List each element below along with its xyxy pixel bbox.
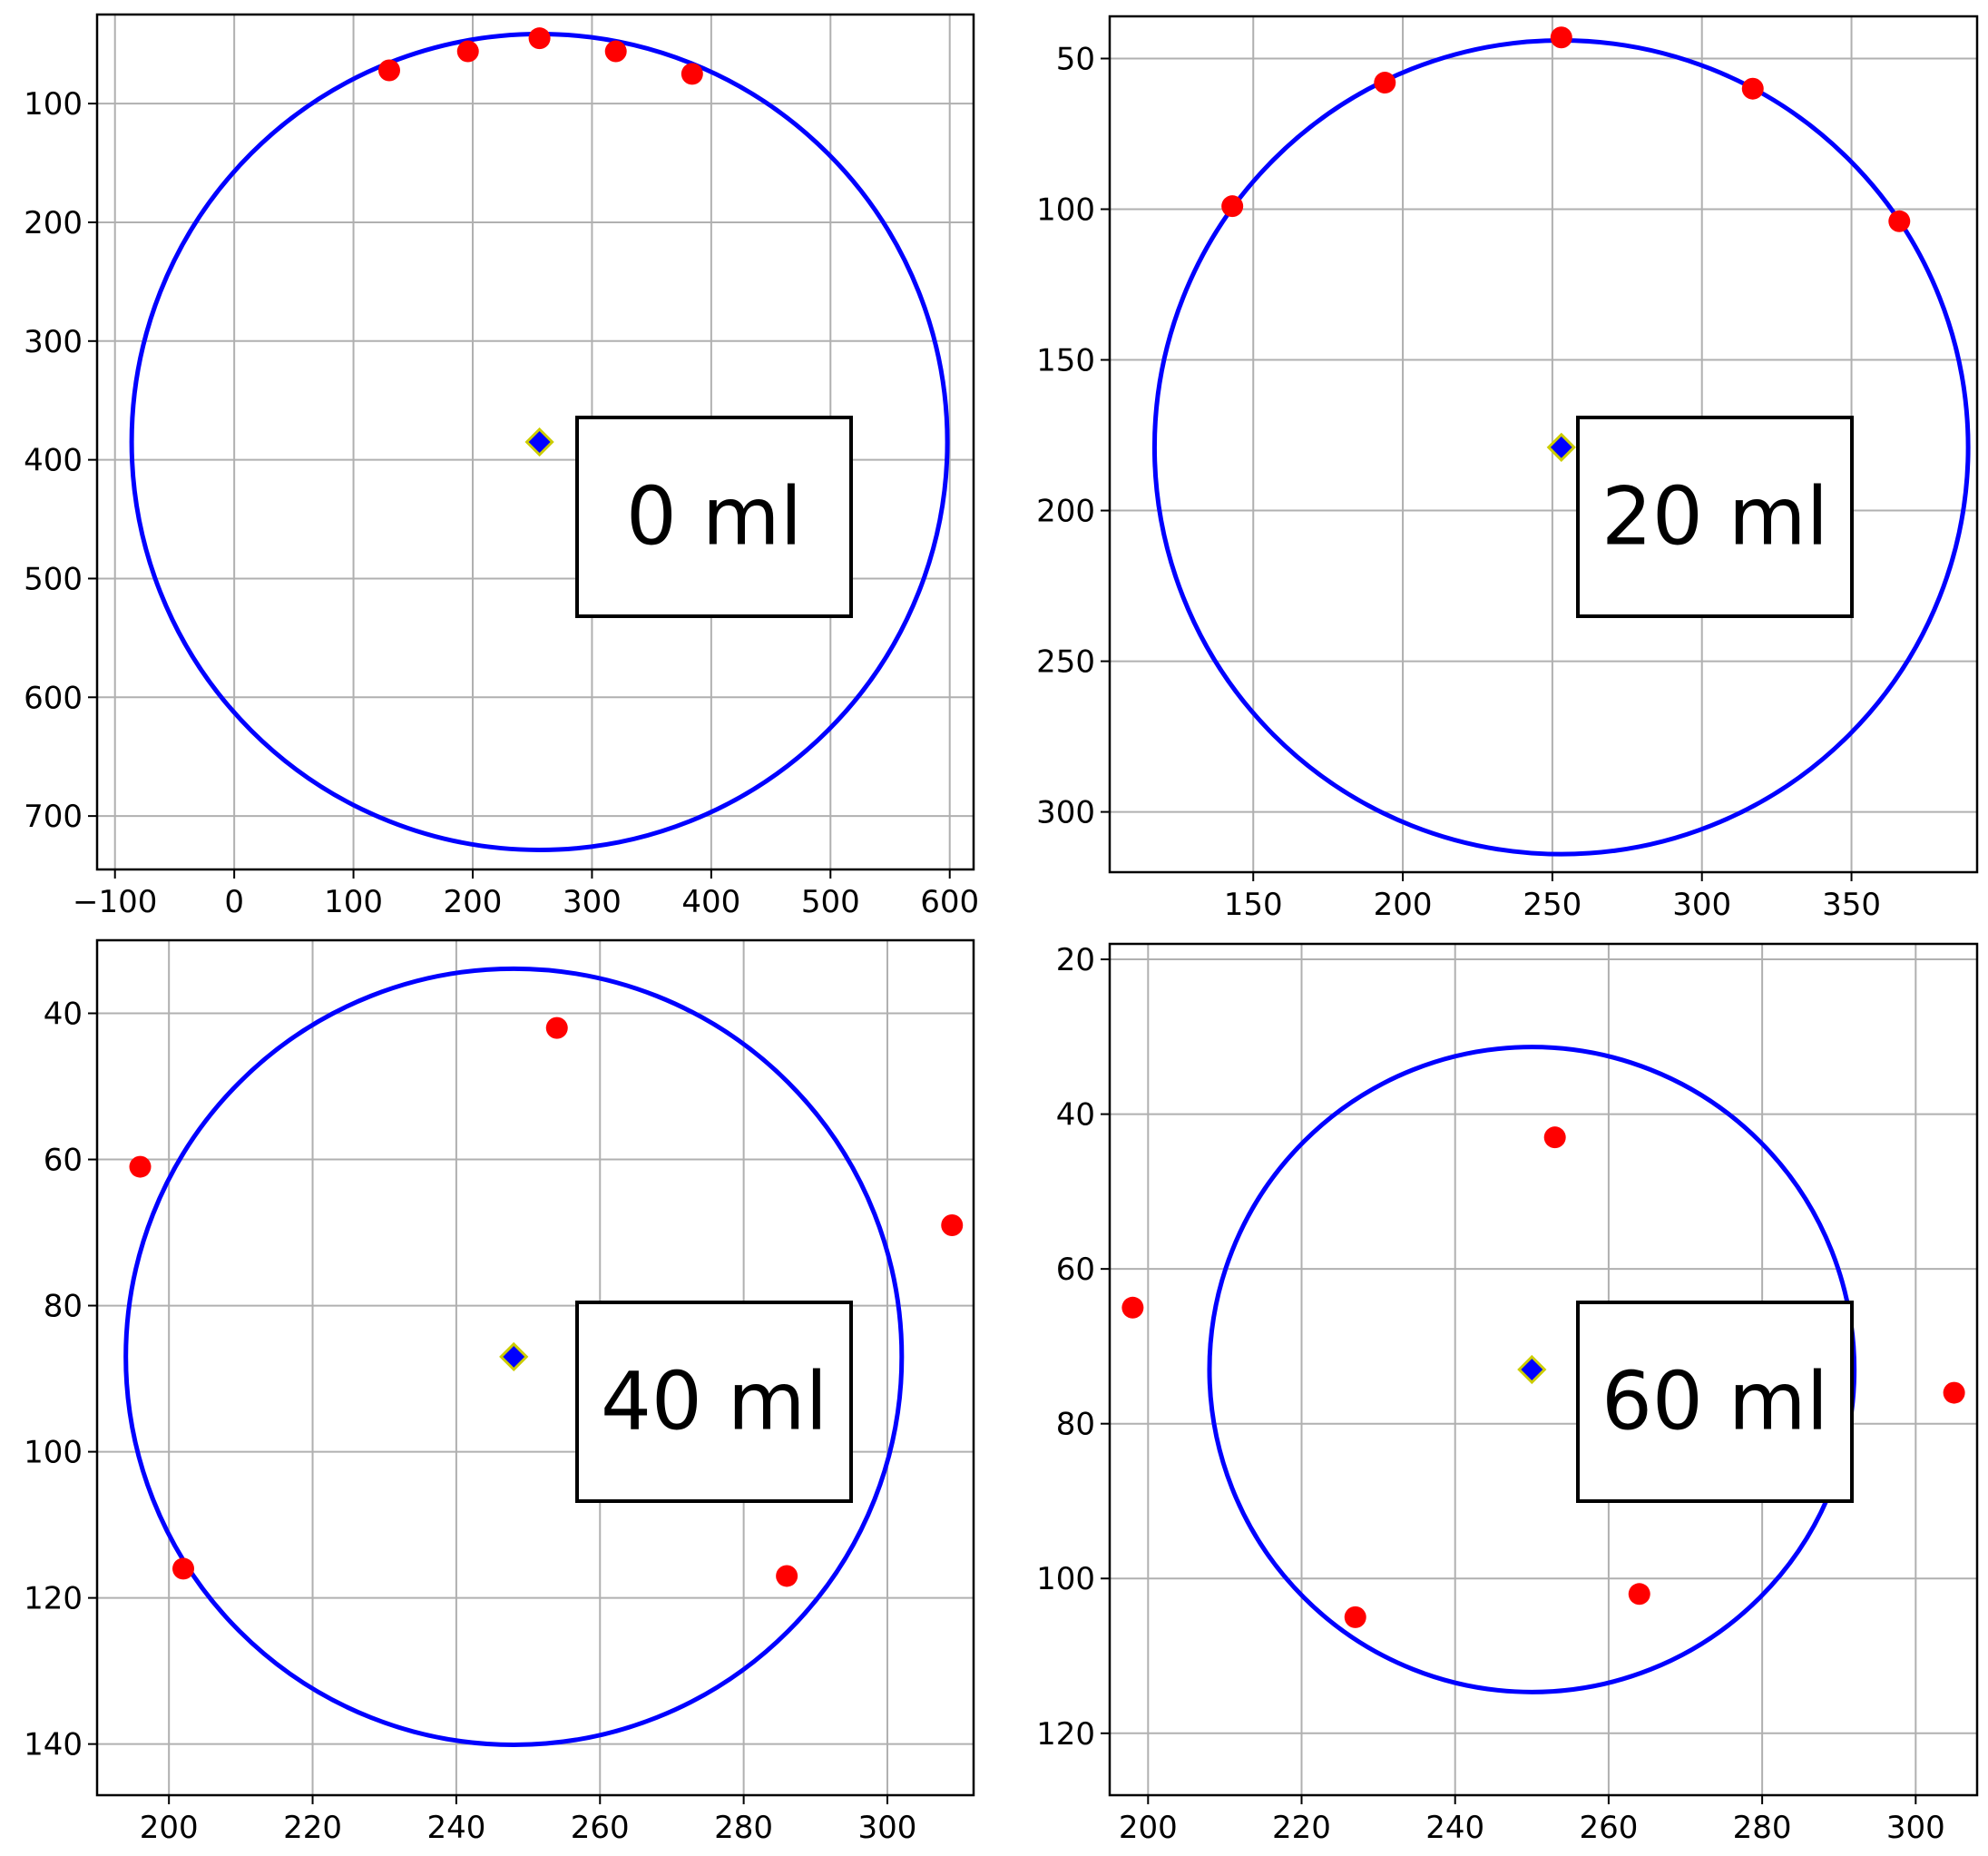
y-tick-label: 250 <box>1036 644 1095 681</box>
x-tick-label: 150 <box>1224 887 1283 923</box>
x-tick-label: 350 <box>1822 887 1881 923</box>
y-tick-label: 500 <box>24 561 83 597</box>
x-tick-label: 280 <box>1733 1810 1792 1846</box>
y-tick-label: 40 <box>1056 1097 1095 1134</box>
data-point <box>1374 72 1396 94</box>
y-tick-label: 200 <box>24 205 83 241</box>
x-tick-label: 220 <box>1272 1810 1331 1846</box>
data-point <box>1943 1381 1965 1404</box>
y-tick-label: 140 <box>24 1727 83 1763</box>
x-tick-label: 300 <box>1672 887 1731 923</box>
center-marker <box>524 427 554 457</box>
plot-area <box>123 966 964 1747</box>
y-tick-label: 40 <box>44 997 83 1033</box>
center-marker <box>1546 432 1576 462</box>
panel-label: 60 ml <box>1601 1355 1828 1448</box>
axes-frame <box>1108 942 1979 1797</box>
x-tick-label: 200 <box>444 884 503 920</box>
y-tick-label: 20 <box>1056 942 1095 978</box>
center-marker <box>499 1341 529 1372</box>
y-tick-label: 80 <box>44 1289 83 1325</box>
panel-3: 200 220 240 260 280 300 40 60 80 100 120 140 40 ml <box>24 938 975 1846</box>
data-point <box>1121 1296 1144 1319</box>
center-marker <box>1517 1354 1547 1385</box>
plot-area <box>1151 26 1971 857</box>
axes-frame <box>95 938 975 1797</box>
x-tick-label: −100 <box>73 884 157 920</box>
y-tick-label: 120 <box>24 1581 83 1617</box>
x-tick-label: 200 <box>140 1810 199 1846</box>
fitted-circle <box>123 966 905 1747</box>
data-point <box>129 1155 152 1178</box>
data-point <box>1344 1606 1366 1628</box>
data-point <box>545 1016 568 1039</box>
x-tick-label: 0 <box>224 884 244 920</box>
data-point <box>1628 1583 1650 1606</box>
x-tick-label: 250 <box>1523 887 1582 923</box>
x-tick-label: 260 <box>571 1810 630 1846</box>
data-point <box>1543 1126 1566 1149</box>
panel-label-box <box>1576 416 1854 618</box>
y-tick-label: 700 <box>24 799 83 835</box>
x-tick-label: 500 <box>801 884 860 920</box>
plot-area <box>1121 1045 1965 1694</box>
x-tick-label: 240 <box>426 1810 485 1846</box>
panel-label-box <box>575 1301 853 1503</box>
y-tick-label: 300 <box>24 324 83 360</box>
panel-1: −100 0 100 200 300 400 500 600 100 200 300 400 500 60… <box>24 13 979 920</box>
y-tick-label: 60 <box>1056 1252 1095 1288</box>
fitted-circle <box>1207 1045 1857 1694</box>
y-tick-label: 300 <box>1036 795 1095 831</box>
data-point <box>604 40 627 63</box>
plot-area <box>129 27 950 852</box>
x-tick-label: 240 <box>1425 1810 1484 1846</box>
data-point <box>681 63 703 85</box>
y-tick-label: 600 <box>24 680 83 716</box>
data-point <box>172 1557 195 1580</box>
x-tick-label: 400 <box>681 884 740 920</box>
y-tick-label: 60 <box>44 1143 83 1179</box>
data-point <box>378 59 400 82</box>
panel-label: 20 ml <box>1601 470 1828 564</box>
y-tick-label: 80 <box>1056 1407 1095 1443</box>
y-tick-label: 100 <box>1036 192 1095 229</box>
data-point <box>456 40 479 63</box>
y-tick-label: 100 <box>24 86 83 123</box>
data-point <box>1550 26 1572 49</box>
x-tick-label: 300 <box>858 1810 917 1846</box>
x-tick-label: 220 <box>283 1810 342 1846</box>
data-point <box>1741 77 1764 100</box>
y-tick-label: 150 <box>1036 343 1095 379</box>
x-tick-label: 100 <box>324 884 383 920</box>
y-tick-label: 400 <box>24 443 83 479</box>
panel-label: 0 ml <box>626 470 802 564</box>
data-point <box>1221 195 1244 218</box>
y-tick-label: 200 <box>1036 494 1095 530</box>
x-tick-label: 600 <box>920 884 979 920</box>
data-point <box>528 27 551 50</box>
x-tick-label: 200 <box>1374 887 1433 923</box>
data-point <box>941 1214 964 1236</box>
data-point <box>776 1565 798 1587</box>
data-point <box>1888 210 1911 232</box>
panel-4: 200 220 240 260 280 300 20 40 60 80 100 120 60 ml <box>1036 942 1979 1846</box>
y-tick-label: 120 <box>1036 1716 1095 1753</box>
y-tick-label: 100 <box>24 1435 83 1471</box>
x-tick-label: 300 <box>563 884 622 920</box>
x-tick-label: 260 <box>1579 1810 1638 1846</box>
y-tick-label: 100 <box>1036 1561 1095 1597</box>
panel-label-box <box>575 416 853 618</box>
axes-frame <box>95 13 975 871</box>
panel-label-box <box>1576 1301 1854 1503</box>
axes-frame <box>1108 15 1979 874</box>
x-tick-label: 200 <box>1119 1810 1178 1846</box>
y-tick-label: 50 <box>1056 41 1095 77</box>
x-tick-label: 280 <box>714 1810 773 1846</box>
panel-2: 150 200 250 300 350 50 100 150 200 250 300 20 ml <box>1036 15 1979 923</box>
panel-label: 40 ml <box>601 1355 828 1448</box>
x-tick-label: 300 <box>1886 1810 1945 1846</box>
